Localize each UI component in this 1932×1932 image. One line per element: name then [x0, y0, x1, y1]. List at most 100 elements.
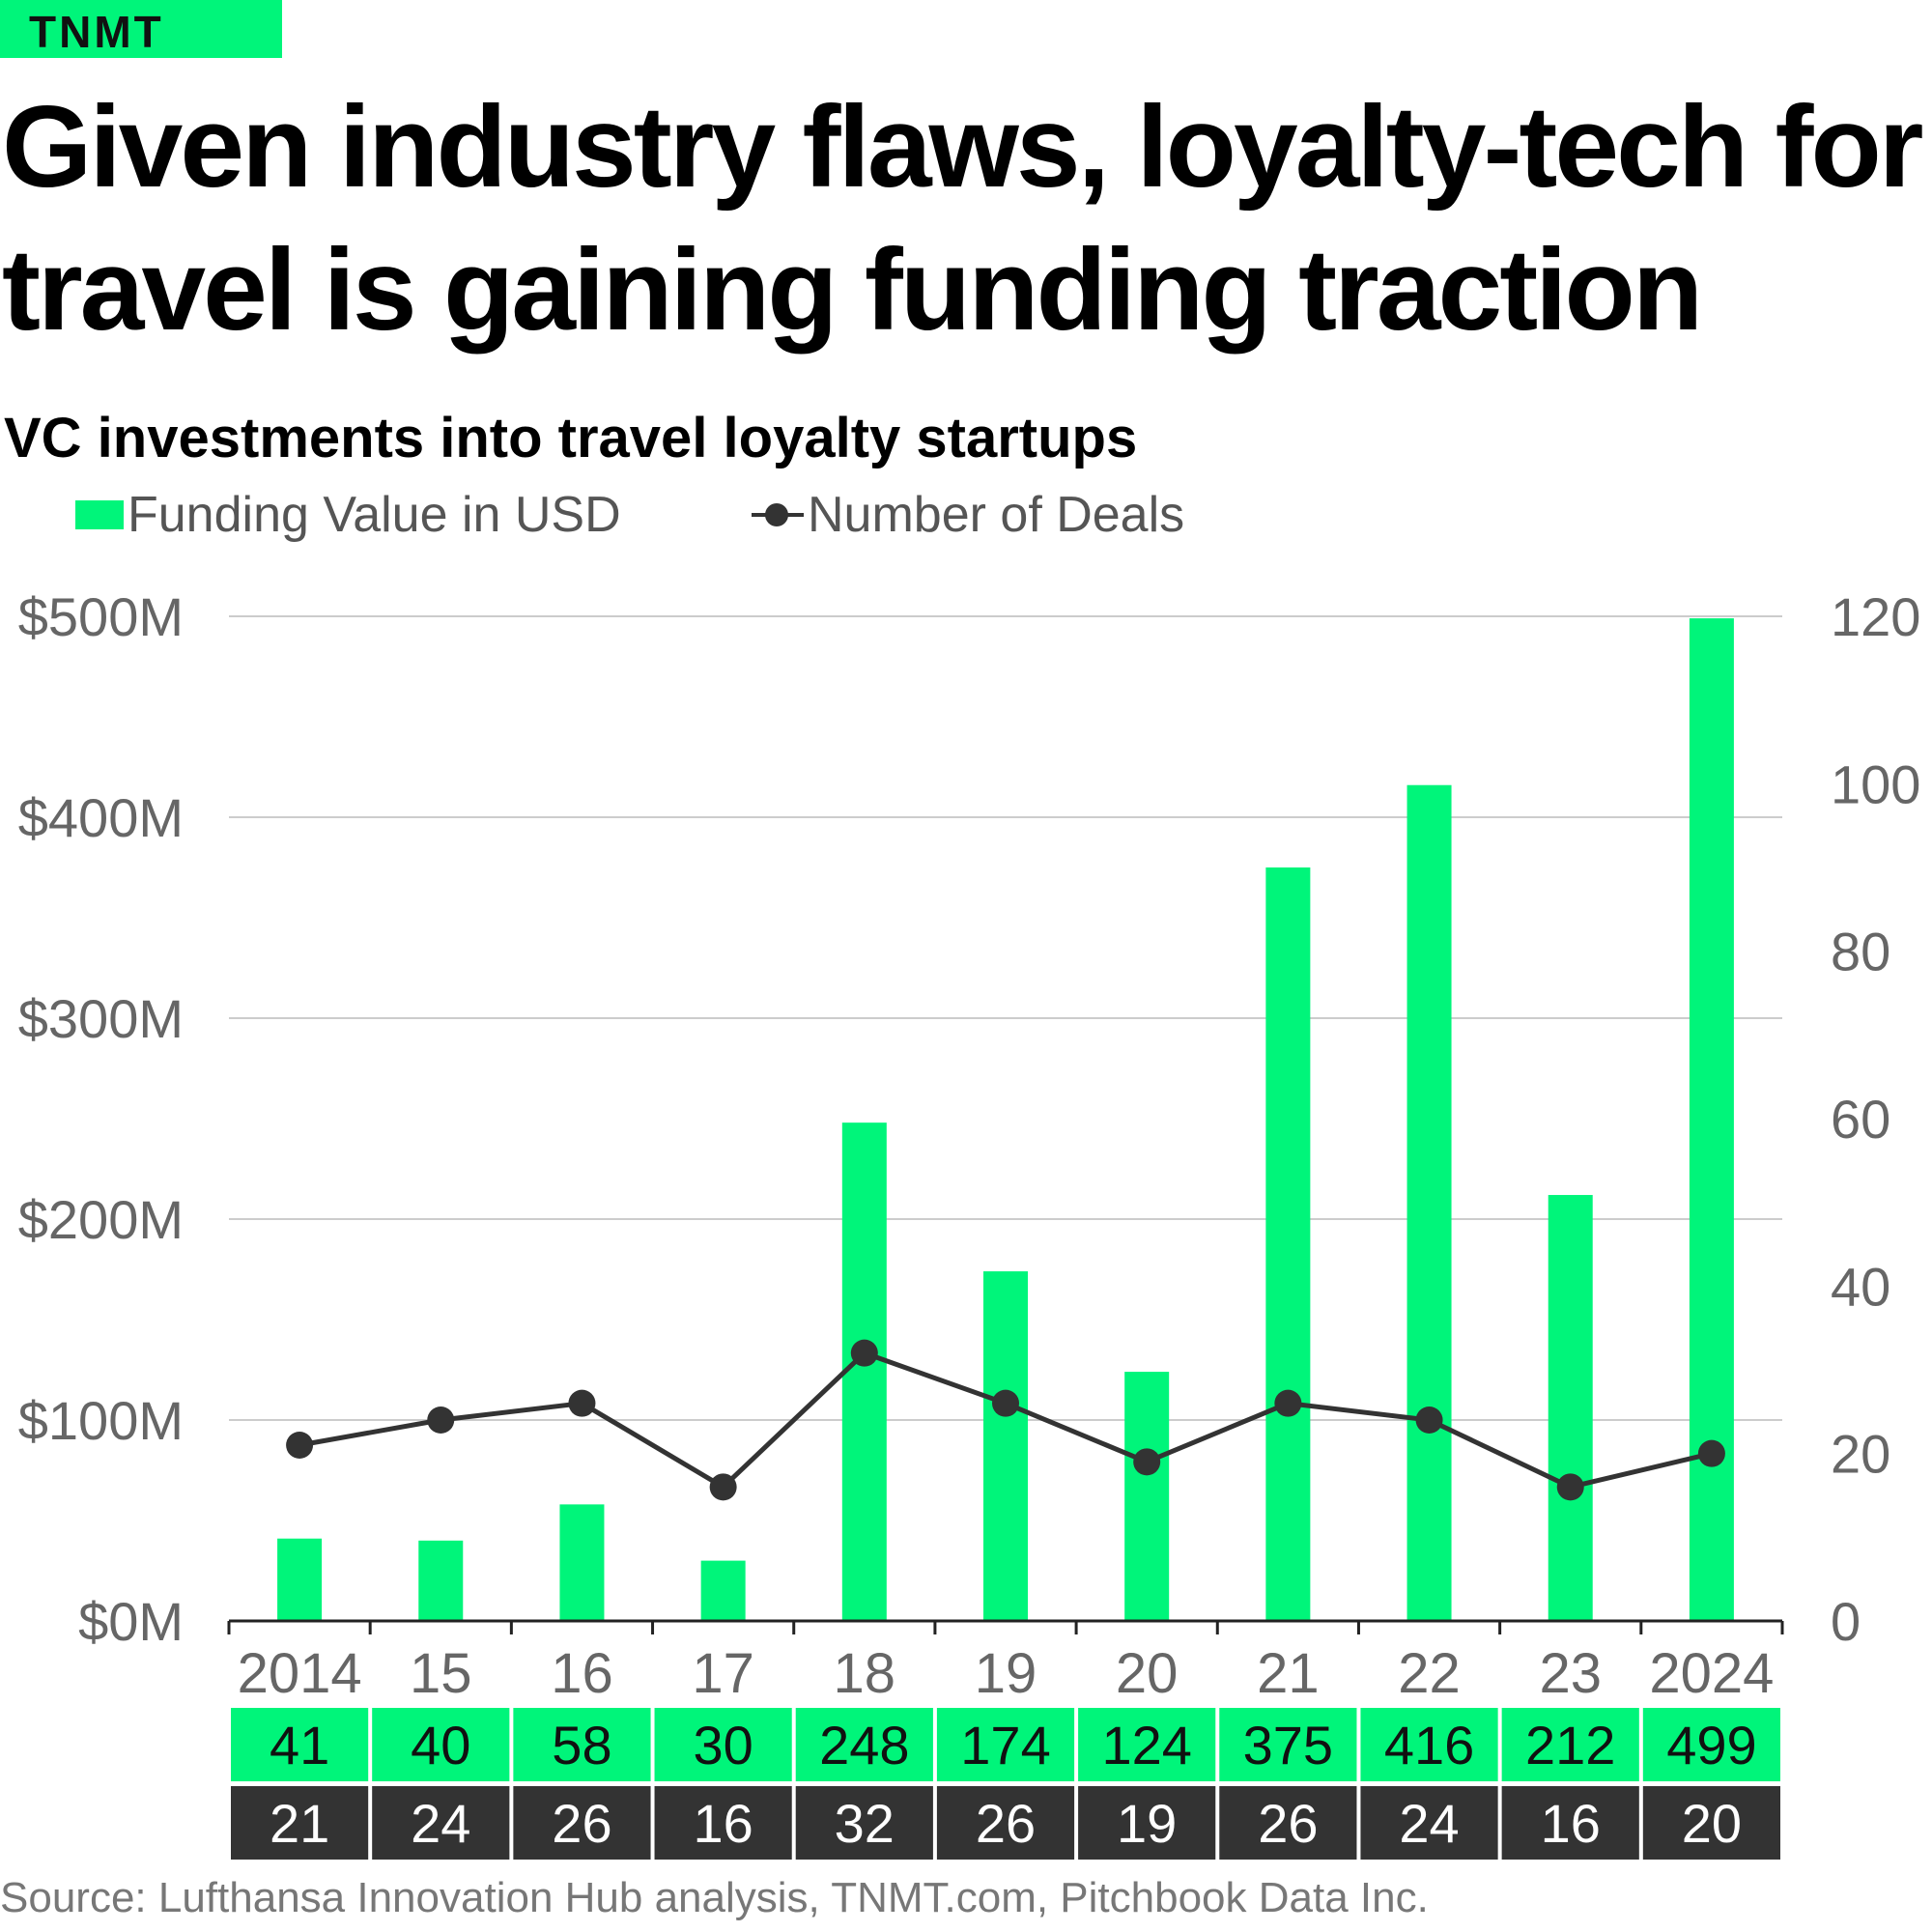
x-tick-label: 19 [975, 1642, 1037, 1705]
y-left-tick-label: $0M [78, 1591, 184, 1652]
x-tick-label: 2024 [1649, 1642, 1774, 1705]
source-note: Source: Lufthansa Innovation Hub analysi… [0, 1874, 1429, 1921]
deals-point [568, 1389, 596, 1417]
y-right-tick-label: 100 [1831, 753, 1920, 814]
deals-table-cell-bg [654, 1786, 792, 1860]
bar [841, 1122, 887, 1621]
deals-table-cell: 19 [1117, 1793, 1177, 1854]
y-right-tick-label: 60 [1831, 1089, 1890, 1150]
funding-table-cell: 174 [960, 1715, 1050, 1776]
funding-table-cell-bg [513, 1708, 651, 1781]
deals-table-cell-bg [513, 1786, 651, 1860]
bar [700, 1560, 746, 1621]
deals-table-cell: 26 [552, 1793, 611, 1854]
deals-point [1274, 1389, 1302, 1417]
deals-table-cell-bg [1501, 1786, 1639, 1860]
bar [277, 1538, 323, 1621]
x-tick-label: 23 [1539, 1642, 1602, 1705]
deals-point [992, 1389, 1019, 1417]
deals-table-cell-bg [231, 1786, 369, 1860]
deals-table-cell: 16 [693, 1793, 753, 1854]
bar [1124, 1372, 1170, 1621]
funding-table-cell: 248 [819, 1715, 909, 1776]
legend-deals-label: Number of Deals [808, 487, 1185, 543]
bar [983, 1271, 1028, 1621]
deals-point [286, 1432, 314, 1459]
funding-table-cell-bg [231, 1708, 369, 1781]
funding-table-cell: 499 [1666, 1715, 1756, 1776]
y-left-tick-label: $300M [18, 988, 184, 1049]
brand-logo: TNMT [0, 0, 282, 58]
deals-table-cell: 26 [1258, 1793, 1318, 1854]
deals-table-cell-bg [795, 1786, 933, 1860]
y-left-tick-label: $100M [18, 1390, 184, 1451]
x-tick-label: 22 [1398, 1642, 1461, 1705]
x-tick-label: 17 [692, 1642, 754, 1705]
y-right-tick-label: 40 [1831, 1256, 1890, 1317]
brand-logo-text: TNMT [29, 7, 164, 57]
bar [1406, 784, 1452, 1621]
page-title: Given industry flaws, loyalty-tech for t… [2, 82, 1923, 355]
funding-table-cell: 212 [1525, 1715, 1615, 1776]
bar [1265, 867, 1311, 1621]
funding-table-cell-bg [372, 1708, 510, 1781]
deals-table-cell: 24 [1399, 1793, 1459, 1854]
y-right-tick-label: 80 [1831, 922, 1890, 982]
y-right-tick-label: 0 [1831, 1591, 1861, 1652]
deals-point [1556, 1473, 1584, 1501]
deals-point [427, 1406, 455, 1434]
deals-table-cell: 26 [976, 1793, 1036, 1854]
deals-table-cell: 24 [411, 1793, 470, 1854]
funding-table-cell: 416 [1384, 1715, 1474, 1776]
x-tick-label: 16 [551, 1642, 613, 1705]
x-tick-label: 20 [1116, 1642, 1179, 1705]
funding-table-cell: 30 [693, 1715, 753, 1776]
deals-table-cell: 16 [1541, 1793, 1601, 1854]
funding-table-cell: 58 [552, 1715, 611, 1776]
y-right-tick-label: 20 [1831, 1424, 1890, 1485]
bar [559, 1504, 605, 1621]
deals-point [1415, 1406, 1443, 1434]
deals-table-cell-bg [1360, 1786, 1498, 1860]
deals-table-cell-bg [372, 1786, 510, 1860]
bar [1689, 618, 1734, 1621]
funding-table-cell-bg [936, 1708, 1075, 1781]
funding-table-cell-bg [1219, 1708, 1357, 1781]
deals-point [1697, 1439, 1725, 1467]
legend-deals: Number of Deals [752, 481, 1184, 549]
deals-table-cell-bg [1642, 1786, 1780, 1860]
funding-table-cell: 40 [411, 1715, 470, 1776]
funding-table-cell: 124 [1101, 1715, 1191, 1776]
deals-point [850, 1339, 878, 1367]
funding-table-cell-bg [1360, 1708, 1498, 1781]
legend-funding: Funding Value in USD [75, 481, 621, 549]
funding-table-cell-bg [795, 1708, 933, 1781]
deals-point [1133, 1448, 1161, 1476]
funding-table-cell: 41 [270, 1715, 329, 1776]
funding-table-cell-bg [1078, 1708, 1216, 1781]
funding-table-cell-bg [1501, 1708, 1639, 1781]
deals-table-cell: 21 [270, 1793, 329, 1854]
funding-table-cell-bg [1642, 1708, 1780, 1781]
bar [1548, 1195, 1593, 1621]
funding-table-cell: 375 [1243, 1715, 1333, 1776]
deals-table-cell-bg [1078, 1786, 1216, 1860]
legend-funding-swatch [75, 500, 124, 529]
y-left-tick-label: $400M [18, 787, 184, 848]
chart-title: VC investments into travel loyalty start… [4, 407, 1138, 469]
deals-table-cell: 20 [1682, 1793, 1742, 1854]
y-right-tick-label: 120 [1831, 586, 1920, 647]
x-tick-label: 2014 [238, 1642, 362, 1705]
funding-table-cell-bg [654, 1708, 792, 1781]
legend-funding-label: Funding Value in USD [128, 487, 621, 543]
bar [418, 1540, 464, 1621]
x-tick-label: 15 [410, 1642, 472, 1705]
deals-point [709, 1473, 737, 1501]
legend-deals-marker [752, 500, 804, 529]
deals-table-cell-bg [936, 1786, 1075, 1860]
x-tick-label: 21 [1257, 1642, 1320, 1705]
y-left-tick-label: $200M [18, 1189, 184, 1250]
deals-table-cell-bg [1219, 1786, 1357, 1860]
y-left-tick-label: $500M [18, 586, 184, 647]
